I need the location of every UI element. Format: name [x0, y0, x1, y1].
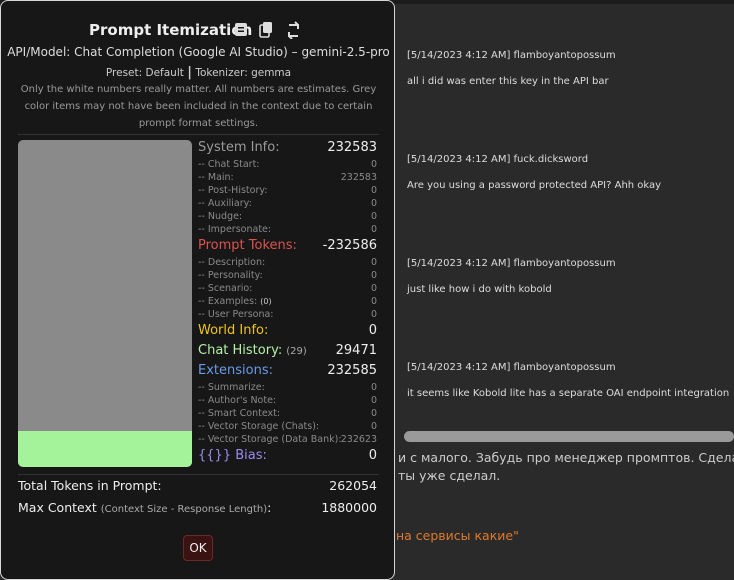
section-label: Extensions: — [198, 363, 273, 378]
icon[interactable] — [263, 22, 272, 33]
item-value: 0 — [370, 159, 377, 170]
max-value: 1880000 — [321, 500, 377, 515]
item-label: -- Chat Start: — [198, 159, 260, 170]
scrollbar[interactable] — [404, 431, 734, 442]
section-total: 29471 — [335, 343, 377, 358]
section-total: 232583 — [327, 140, 377, 155]
message-header: [5/14/2023 4:12 AM] flamboyantopossum — [407, 362, 616, 373]
message-text: Are you using a password protected API? … — [407, 180, 662, 191]
icon[interactable] — [235, 23, 247, 36]
item-label: -- Author's Note: — [198, 395, 277, 406]
section-label: Chat History: (29) — [198, 343, 307, 358]
section-total: -232586 — [322, 238, 377, 253]
item-label: -- User Persona: — [198, 309, 274, 320]
item-label: -- Description: — [198, 257, 266, 268]
message-line: ты уже сделал. — [398, 468, 501, 483]
item-value: 0 — [370, 309, 377, 320]
item-value: 0 — [370, 224, 377, 235]
message-line: и с малого. Забудь про менеджер промптов… — [398, 450, 734, 465]
item-label: -- Smart Context: — [198, 408, 281, 419]
quote: на сервисы какие" — [396, 528, 519, 543]
section-label: Prompt Tokens: — [198, 238, 297, 253]
popup-title: Prompt Itemization — [89, 21, 253, 39]
max-label: Max Context — [18, 500, 97, 515]
message-text: it seems like Kobold lite has a separate… — [407, 388, 730, 399]
total-value: 262054 — [329, 478, 377, 493]
item-label: -- Impersonate: — [198, 224, 272, 235]
message-text: just like how i do with kobold — [407, 284, 552, 295]
ok-button[interactable]: OK — [183, 535, 213, 561]
section-total: 232585 — [327, 363, 377, 378]
message-header: [5/14/2023 4:12 AM] flamboyantopossum — [407, 258, 616, 269]
preset: Preset: Default — [105, 67, 184, 79]
item-label: -- Summarize: — [198, 382, 265, 393]
item-label: -- Scenario: — [198, 283, 253, 294]
section-label: System Info: — [198, 140, 280, 155]
preset-line: Preset: Default | Tokenizer: gemma — [105, 65, 292, 80]
item-value: 0 — [370, 198, 377, 209]
tokenizer: Tokenizer: gemma — [195, 67, 292, 79]
section-count: (29) — [286, 346, 307, 357]
message-header: [5/14/2023 4:12 AM] flamboyantopossum — [407, 50, 616, 61]
section-label: {{}} Bias: — [198, 448, 267, 463]
item-value: 0 — [370, 395, 377, 406]
item-count: (0) — [260, 297, 272, 306]
max-label-line: Max Context (Context Size - Response Len… — [18, 500, 271, 515]
chat-history-bar — [18, 431, 192, 467]
divider — [18, 474, 379, 475]
section-total: 0 — [368, 448, 377, 463]
item-value: 232583 — [340, 172, 377, 183]
model: API/Model: Chat Completion (Google AI St… — [7, 45, 390, 59]
total-label: Total Tokens in Prompt: — [18, 478, 162, 493]
item-label: -- Nudge: — [198, 211, 243, 222]
item-value: 0 — [370, 185, 377, 196]
token-bar — [18, 140, 192, 467]
popup: Prompt Itemization API/Model: Chat Compl… — [0, 0, 395, 580]
max-note: (Context Size - Response Length) — [100, 504, 268, 515]
item-value: 232623 — [340, 434, 377, 445]
item-label: -- Personality: — [198, 270, 263, 281]
message-header: [5/14/2023 4:12 AM] fuck.dicksword — [407, 154, 589, 165]
divider — [18, 134, 379, 135]
item-value: 0 — [370, 283, 377, 294]
item-label: -- Vector Storage (Data Bank): — [198, 434, 342, 445]
item-label: -- Auxiliary: — [198, 198, 252, 209]
note: Only the white numbers really matter. Al… — [20, 84, 377, 129]
item-value: 0 — [370, 408, 377, 419]
item-value: 0 — [370, 382, 377, 393]
section-label: World Info: — [198, 323, 269, 338]
item-label: -- Examples: (0) — [198, 296, 272, 307]
icon[interactable] — [288, 21, 299, 39]
item-value: 0 — [370, 211, 377, 222]
message-text: all i did was enter this key in the API … — [407, 76, 609, 87]
item-label: -- Vector Storage (Chats): — [198, 421, 320, 432]
item-value: 0 — [370, 257, 377, 268]
item-value: 0 — [370, 421, 377, 432]
section-total: 0 — [368, 323, 377, 338]
item-label: -- Main: — [198, 172, 234, 183]
title-icons — [235, 21, 299, 39]
item-value: 0 — [370, 270, 377, 281]
max-colon: : — [267, 500, 272, 515]
item-label: -- Post-History: — [198, 185, 268, 196]
item-value: 0 — [370, 296, 377, 307]
